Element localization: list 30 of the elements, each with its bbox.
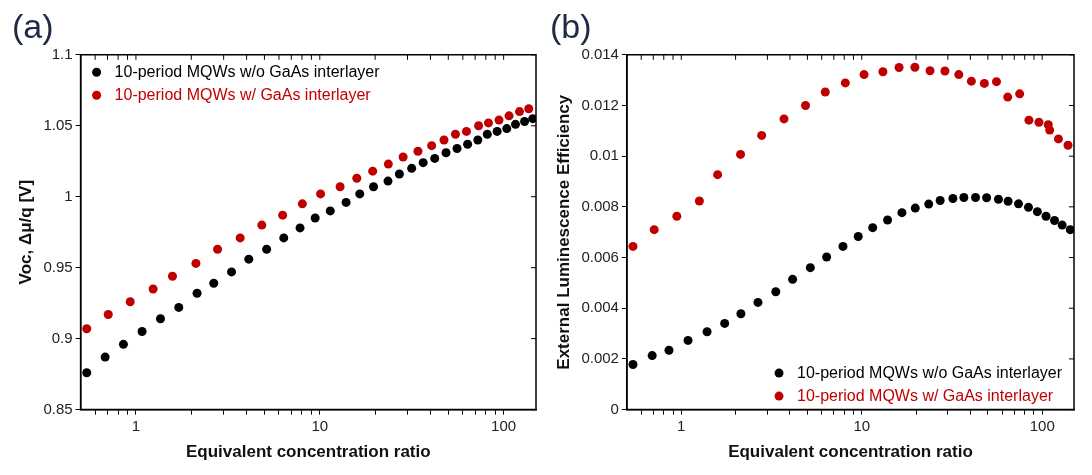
chart-title: (a)	[12, 6, 54, 45]
y-tick-label: 0.006	[581, 247, 619, 265]
x-tick-label: 1	[677, 416, 686, 434]
y-tick-label: 0.014	[581, 44, 619, 62]
legend-label: 10-period MQWs w/ GaAs interlayer	[797, 386, 1054, 404]
y-tick-label: 0.85	[43, 399, 73, 417]
x-axis-title: Equivalent concentration ratio	[185, 442, 431, 462]
y-tick-label: 0.004	[581, 298, 619, 316]
chart-title: (b)	[550, 6, 592, 45]
legend-label: 10-period MQWs w/ GaAs interlayer	[114, 85, 372, 103]
y-axis-title: Voc, Δμ/q [V]	[15, 179, 35, 285]
y-tick-label: 0.95	[43, 257, 73, 275]
legend-label: 10-period MQWs w/o GaAs interlayer	[114, 62, 381, 80]
x-tick-label: 10	[311, 416, 329, 434]
y-tick-label: 0.002	[581, 349, 619, 367]
x-tick-label: 100	[491, 416, 517, 434]
y-tick-label: 0.012	[581, 95, 619, 113]
x-tick-label: 100	[1029, 416, 1055, 434]
y-tick-label: 0.008	[581, 197, 619, 214]
y-tick-label: 1.1	[51, 44, 73, 62]
x-axis-title: Equivalent concentration ratio	[728, 442, 973, 462]
y-tick-label: 0.9	[51, 328, 73, 346]
x-tick-label: 10	[853, 416, 871, 434]
y-tick-label: 0.01	[589, 146, 619, 164]
y-tick-label: 0	[610, 399, 619, 417]
legend-label: 10-period MQWs w/o GaAs interlayer	[797, 363, 1063, 381]
y-tick-label: 1.05	[43, 115, 73, 133]
x-tick-label: 1	[131, 416, 141, 434]
y-tick-label: 1	[64, 186, 73, 204]
y-axis-title: External Luminescence Efficiency	[553, 94, 573, 370]
